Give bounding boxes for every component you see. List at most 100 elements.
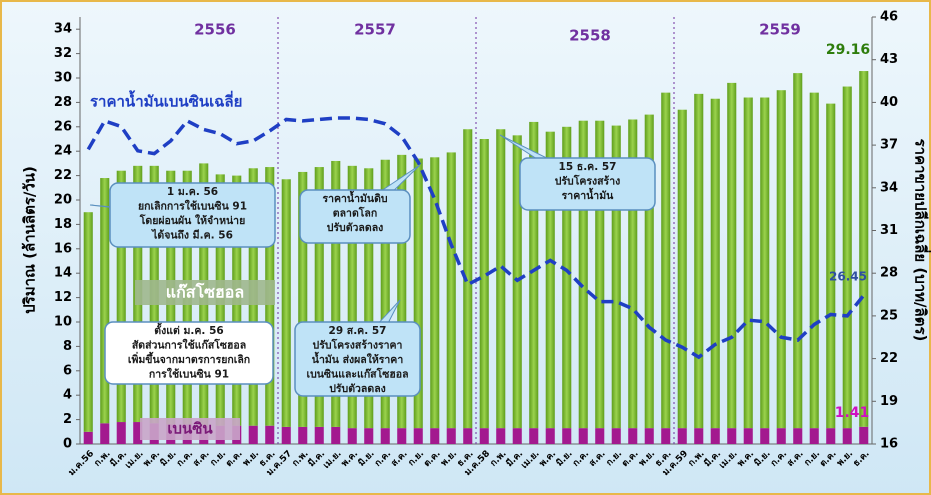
bar [133, 422, 143, 444]
y-tick-label: 20 [54, 193, 72, 208]
callout-text: ปรับโครงสร้าง [555, 175, 620, 188]
y2-tick-label: 34 [880, 180, 898, 195]
bar [842, 86, 852, 429]
bar [842, 428, 852, 444]
callout-text: ราคาน้ำมัน [562, 187, 614, 202]
y2-tick-label: 25 [880, 308, 898, 323]
bar [628, 428, 638, 444]
bar [661, 92, 671, 429]
bar [776, 428, 786, 444]
callout-text: 15 ธ.ค. 57 [559, 161, 617, 173]
bar [793, 428, 803, 444]
y2-tick-label: 16 [880, 437, 898, 452]
y-tick-label: 16 [54, 241, 72, 256]
bar [347, 165, 357, 429]
bar [446, 428, 456, 444]
bar [281, 179, 291, 427]
bar [331, 160, 341, 427]
value-label: 29.16 [826, 42, 870, 58]
y-tick-label: 18 [54, 217, 72, 232]
bar [380, 428, 390, 444]
callout-text: ยกเลิกการใช้เบนซิน 91 [138, 199, 247, 213]
callout-text: ปรับตัวลดลง [329, 383, 386, 395]
callout-box [299, 189, 411, 244]
legend-box [135, 280, 275, 305]
bar [479, 139, 489, 429]
bar [826, 103, 836, 429]
callout-text: การใช้เบนซิน 91 [149, 367, 229, 381]
year-label: 2558 [569, 27, 611, 45]
year-label: 2559 [759, 21, 801, 39]
bar [826, 428, 836, 444]
bar [83, 212, 93, 432]
bar [859, 71, 869, 427]
callout-text: น้ำมัน ส่งผลให้ราคา [312, 351, 404, 366]
bar [463, 129, 473, 429]
y-tick-label: 24 [54, 144, 72, 159]
bar [430, 157, 440, 429]
bar [479, 428, 489, 444]
bar [859, 426, 869, 444]
y-tick-label: 10 [54, 315, 72, 330]
bar [413, 428, 423, 444]
bar [760, 97, 770, 429]
bar [298, 426, 308, 444]
y-tick-label: 0 [63, 437, 72, 452]
bar [100, 423, 110, 444]
bar [743, 97, 753, 429]
callout-text: ราคาน้ำมันดิบ [322, 190, 387, 205]
price-line [86, 116, 866, 360]
bar [710, 98, 720, 429]
callout-box [109, 182, 276, 248]
bar [727, 82, 737, 429]
y-tick-label: 14 [54, 266, 72, 281]
bar [463, 428, 473, 444]
bar [661, 428, 671, 444]
y-tick-label: 12 [54, 290, 72, 305]
y2-tick-label: 46 [880, 10, 898, 25]
callout-text: 29 ส.ค. 57 [329, 325, 387, 337]
bar [298, 171, 308, 427]
bar [281, 426, 291, 444]
bar [314, 426, 324, 444]
bar [380, 159, 390, 429]
bar [248, 425, 258, 444]
bar [529, 428, 539, 444]
legend-label: เบนซิน [167, 420, 213, 438]
bar [545, 131, 555, 429]
y-tick-label: 2 [63, 412, 72, 427]
callout-text: ปรับโครงสร้างราคา [313, 339, 403, 352]
bar [760, 428, 770, 444]
y-tick-label: 32 [54, 46, 72, 61]
bar [496, 428, 506, 444]
year-label: 2556 [194, 21, 236, 39]
y-tick-label: 26 [54, 119, 72, 134]
bar [644, 114, 654, 429]
y-tick-label: 4 [63, 388, 72, 403]
bar [347, 428, 357, 444]
legend-box [140, 418, 240, 440]
bar [809, 92, 819, 429]
bar [595, 428, 605, 444]
bar [727, 428, 737, 444]
bar [694, 93, 704, 429]
bar [694, 428, 704, 444]
y-tick-label: 28 [54, 95, 72, 110]
bar [331, 426, 341, 444]
callout-text: เพิ่มขึ้นจากมาตรการยกเลิก [128, 351, 250, 366]
legend-label: แก๊สโซฮอล [166, 282, 244, 302]
year-label: 2557 [354, 21, 396, 39]
y2-tick-label: 28 [880, 266, 898, 281]
bar [710, 428, 720, 444]
y-tick-label: 8 [63, 339, 72, 354]
bar [100, 178, 110, 424]
bar [809, 428, 819, 444]
bar [512, 428, 522, 444]
bar [397, 154, 407, 429]
callout-text: ตลาดโลก [333, 207, 377, 220]
y-tick-label: 34 [54, 22, 72, 37]
callout-text: ตั้งแต่ ม.ค. 56 [154, 322, 223, 337]
callout-box [519, 157, 656, 211]
y2-tick-label: 22 [880, 351, 898, 366]
